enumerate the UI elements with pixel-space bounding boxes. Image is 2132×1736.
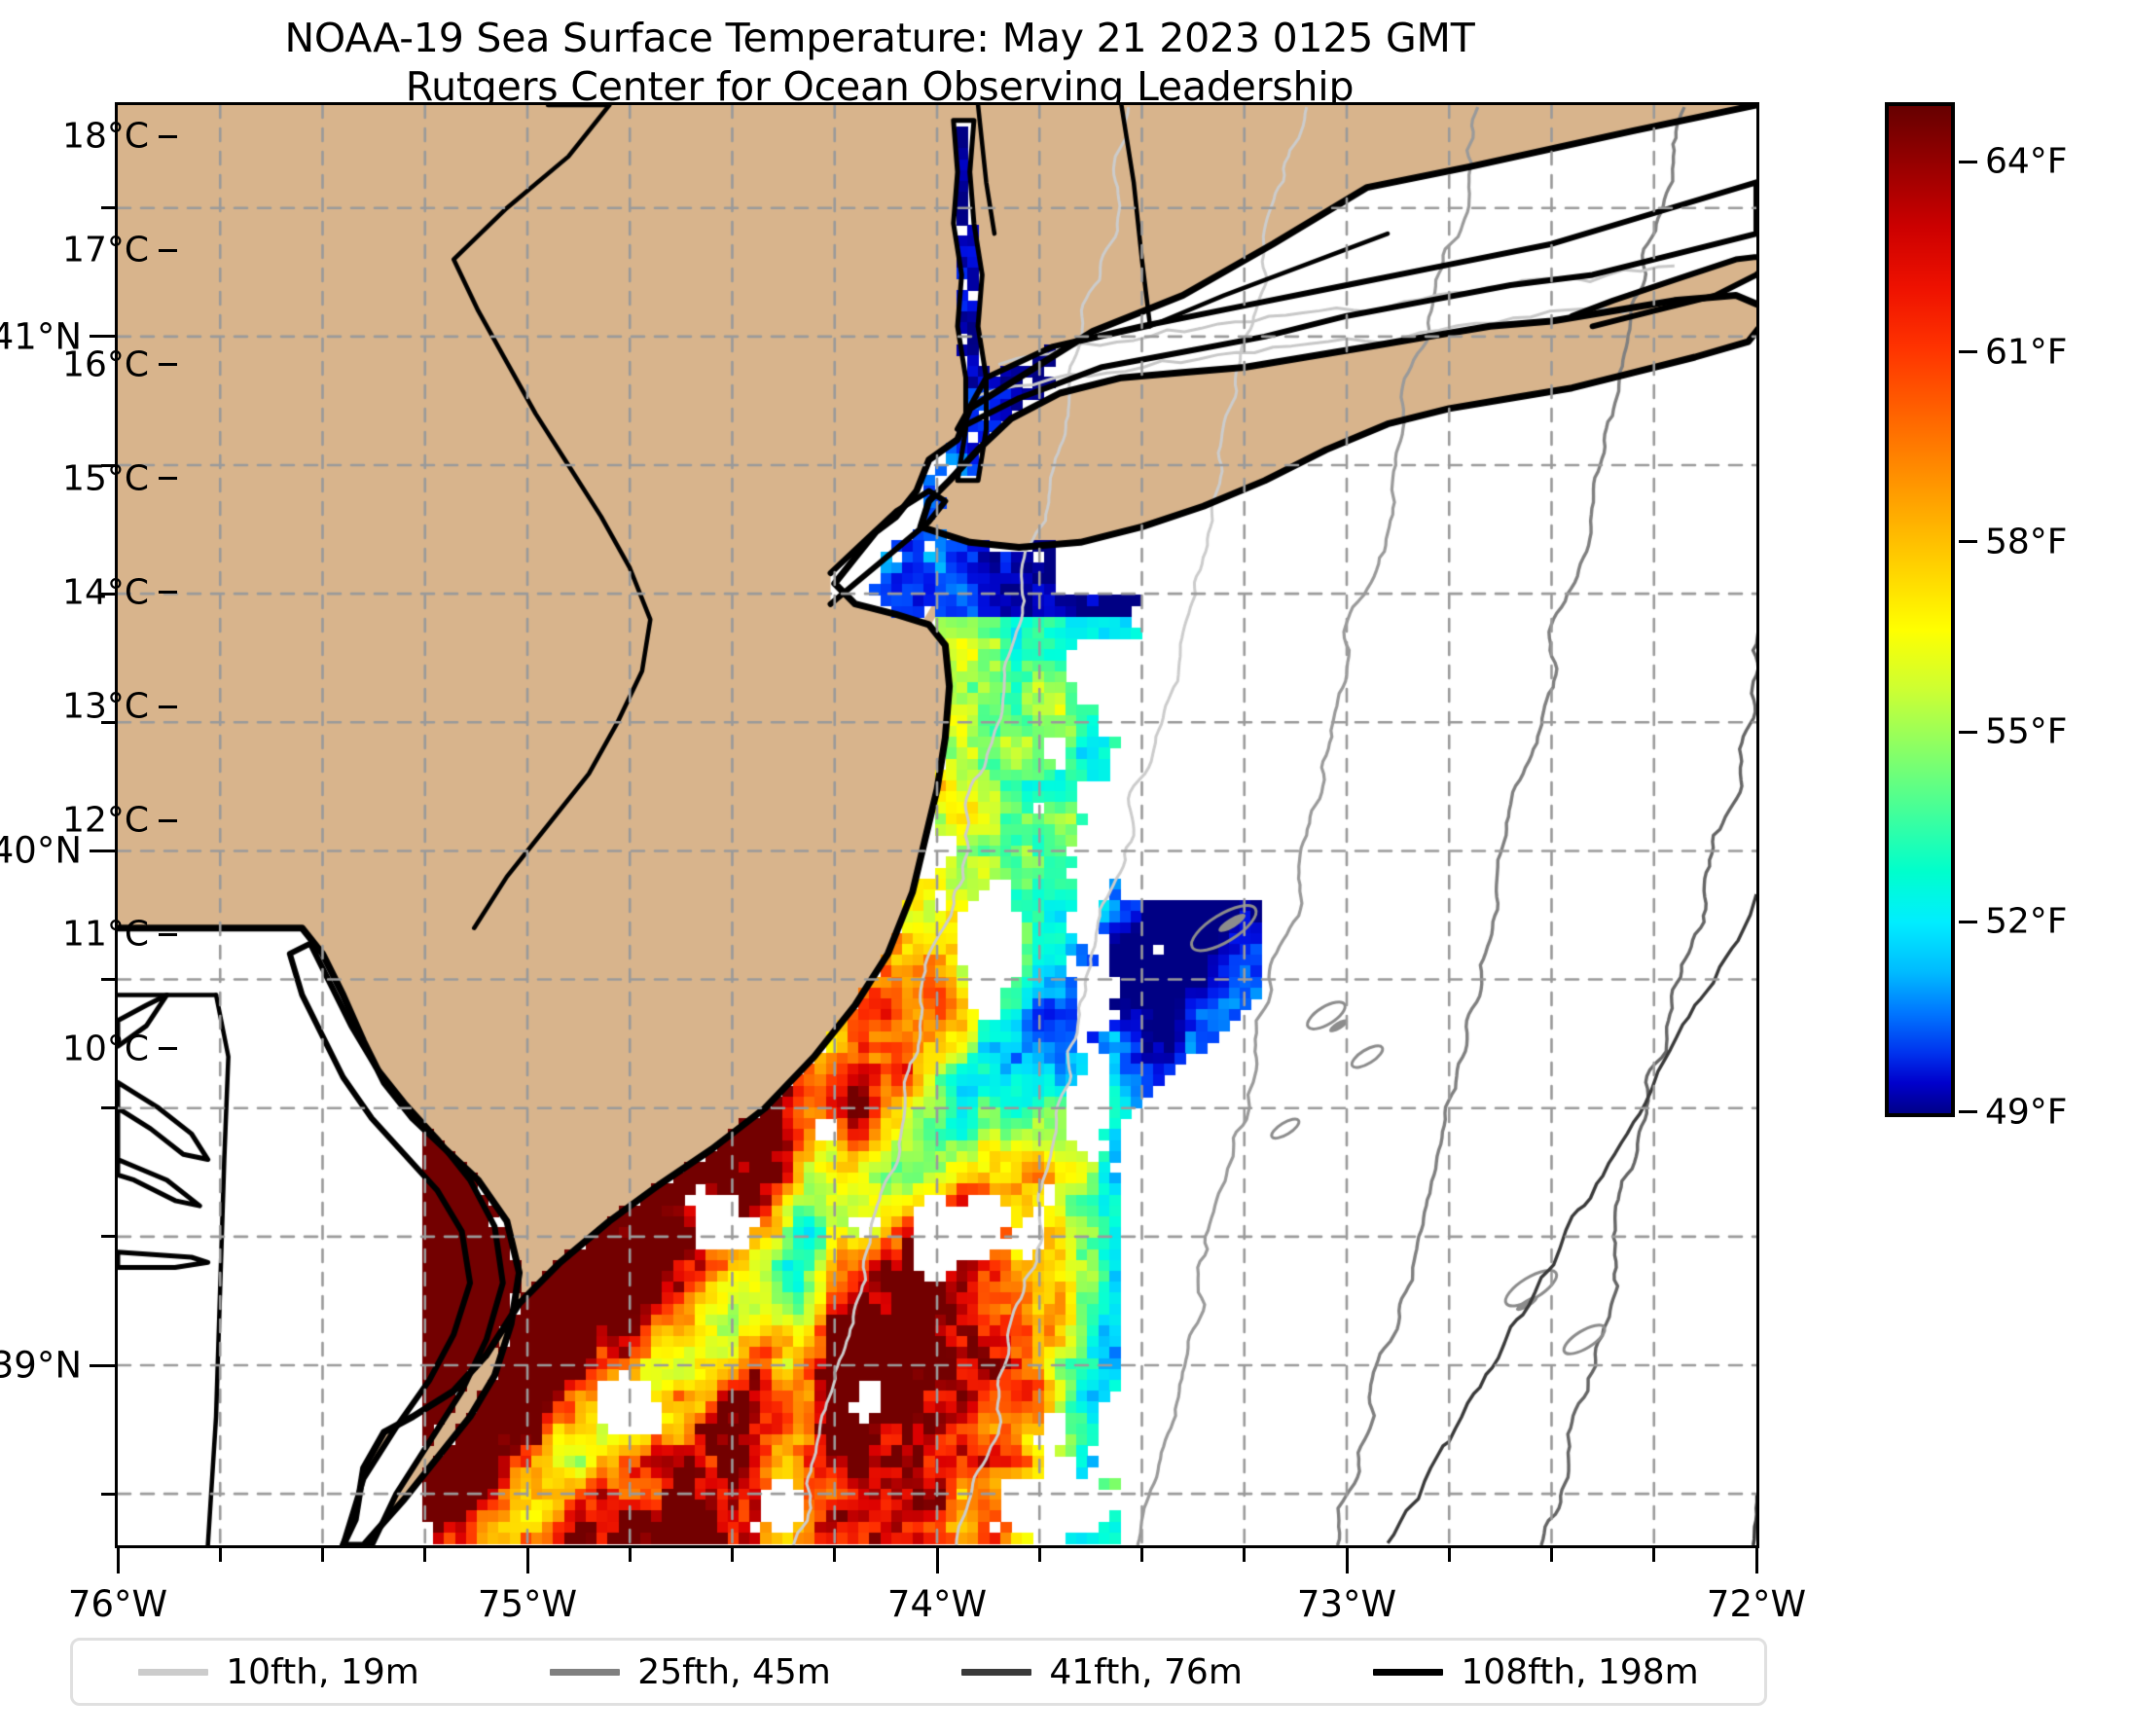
x-tick-major — [935, 1548, 939, 1573]
x-tick-minor — [1243, 1548, 1247, 1562]
legend-line-swatch — [550, 1668, 621, 1676]
y-tick-minor — [101, 978, 115, 982]
page-title: NOAA-19 Sea Surface Temperature: May 21 … — [0, 14, 1759, 111]
colorbar-tick-celsius — [159, 591, 177, 595]
colorbar-tick-celsius — [159, 818, 177, 822]
legend-line-swatch — [961, 1668, 1032, 1676]
colorbar-label-celsius: 15°C — [62, 458, 149, 499]
y-tick-minor — [101, 463, 115, 467]
x-tick-minor — [1140, 1548, 1143, 1562]
colorbar-label-celsius: 17°C — [62, 230, 149, 271]
legend-label: 10fth, 19m — [226, 1651, 419, 1692]
x-axis-label: 75°W — [477, 1583, 578, 1625]
y-axis-label: 39°N — [0, 1344, 82, 1387]
colorbar-label-celsius: 12°C — [62, 800, 149, 841]
colorbar-label-fahrenheit: 58°F — [1985, 522, 2068, 562]
colorbar-label-celsius: 18°C — [62, 116, 149, 157]
sst-map-canvas — [118, 105, 1756, 1545]
colorbar-label-celsius: 16°C — [62, 344, 149, 385]
x-tick-major — [1345, 1548, 1349, 1573]
colorbar-tick-fahrenheit — [1959, 540, 1977, 544]
legend-line-swatch — [138, 1668, 209, 1676]
colorbar-label-celsius: 10°C — [62, 1029, 149, 1069]
colorbar — [1885, 102, 1955, 1117]
y-tick-minor — [101, 1106, 115, 1110]
x-tick-major — [116, 1548, 120, 1573]
y-tick-minor — [101, 720, 115, 724]
x-tick-minor — [423, 1548, 427, 1562]
y-tick-minor — [101, 592, 115, 596]
colorbar-tick-fahrenheit — [1959, 1110, 1977, 1114]
legend-entry: 10fth, 19m — [138, 1652, 419, 1692]
y-tick-major — [90, 1363, 115, 1367]
x-tick-minor — [1550, 1548, 1553, 1562]
x-tick-minor — [731, 1548, 734, 1562]
x-tick-minor — [1652, 1548, 1656, 1562]
colorbar-tick-fahrenheit — [1959, 160, 1977, 163]
x-tick-minor — [218, 1548, 222, 1562]
x-axis-label: 76°W — [67, 1583, 168, 1625]
colorbar-tick-celsius — [159, 134, 177, 138]
x-tick-minor — [628, 1548, 632, 1562]
title-line-1: NOAA-19 Sea Surface Temperature: May 21 … — [284, 15, 1475, 61]
colorbar-tick-celsius — [159, 1047, 177, 1051]
x-tick-minor — [321, 1548, 324, 1562]
bathymetry-legend: 10fth, 19m 25fth, 45m 41fth, 76m 108fth, 19… — [70, 1638, 1767, 1706]
legend-label: 25fth, 45m — [637, 1651, 831, 1692]
legend-entry: 25fth, 45m — [550, 1652, 831, 1692]
colorbar-label-celsius: 14°C — [62, 572, 149, 613]
x-axis-label: 72°W — [1706, 1583, 1807, 1625]
colorbar-tick-fahrenheit — [1959, 730, 1977, 734]
colorbar-tick-celsius — [159, 932, 177, 936]
legend-entry: 108fth, 198m — [1373, 1651, 1699, 1692]
colorbar-tick-celsius — [159, 705, 177, 708]
colorbar-tick-celsius — [159, 363, 177, 367]
y-tick-major — [90, 335, 115, 339]
x-tick-minor — [1447, 1548, 1451, 1562]
y-axis-label: 40°N — [0, 829, 82, 872]
colorbar-label-fahrenheit: 61°F — [1985, 332, 2068, 373]
colorbar-label-celsius: 13°C — [62, 686, 149, 727]
legend-line-swatch — [1373, 1668, 1444, 1676]
legend-label: 108fth, 198m — [1461, 1651, 1699, 1692]
colorbar-label-fahrenheit: 49°F — [1985, 1092, 2068, 1133]
x-tick-major — [525, 1548, 529, 1573]
colorbar-tick-celsius — [159, 248, 177, 252]
x-tick-minor — [833, 1548, 837, 1562]
colorbar-label-fahrenheit: 52°F — [1985, 901, 2068, 942]
colorbar-label-celsius: 11°C — [62, 914, 149, 955]
x-axis-label: 73°W — [1296, 1583, 1397, 1625]
colorbar-label-fahrenheit: 64°F — [1985, 141, 2068, 182]
colorbar-label-fahrenheit: 55°F — [1985, 711, 2068, 752]
map-axes — [115, 102, 1759, 1548]
colorbar-tick-fahrenheit — [1959, 920, 1977, 923]
legend-entry: 41fth, 76m — [961, 1652, 1243, 1692]
colorbar-gradient — [1885, 102, 1955, 1117]
x-axis-label: 74°W — [886, 1583, 988, 1625]
y-tick-minor — [101, 1492, 115, 1496]
x-tick-major — [1754, 1548, 1758, 1573]
y-tick-minor — [101, 206, 115, 210]
colorbar-tick-fahrenheit — [1959, 350, 1977, 354]
x-tick-minor — [1037, 1548, 1041, 1562]
colorbar-tick-celsius — [159, 477, 177, 481]
y-tick-major — [90, 849, 115, 852]
y-tick-minor — [101, 1235, 115, 1239]
legend-label: 41fth, 76m — [1049, 1651, 1243, 1692]
y-axis-label: 41°N — [0, 315, 82, 358]
